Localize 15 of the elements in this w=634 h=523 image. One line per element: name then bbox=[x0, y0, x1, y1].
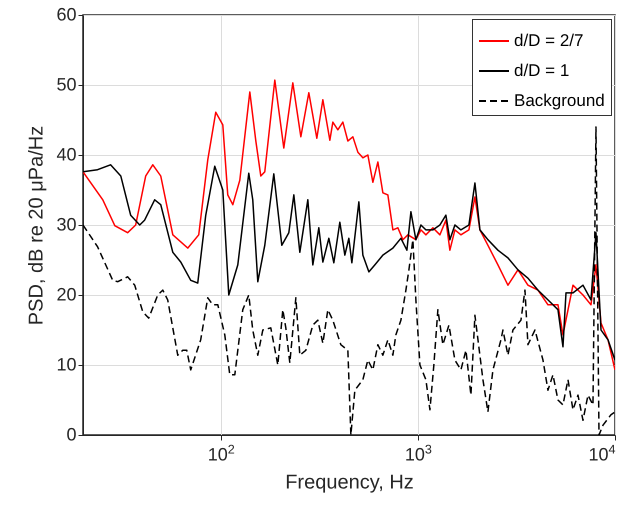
y-tick-label: 10 bbox=[56, 354, 76, 374]
x-tick-label: 10$^{3}$ bbox=[404, 442, 432, 464]
y-tick-label: 0 bbox=[66, 424, 76, 444]
x-axis-title: Frequency, Hz bbox=[285, 472, 414, 494]
y-tick-label: 40 bbox=[56, 144, 76, 164]
y-axis-title: PSD, dB re 20 μPa/Hz bbox=[25, 126, 48, 326]
x-tick-label: 10$^{2}$ bbox=[208, 442, 235, 464]
y-tick-label: 20 bbox=[56, 284, 76, 304]
legend-label: d/D = 2/7 bbox=[514, 31, 584, 50]
y-tick-label: 30 bbox=[56, 214, 76, 234]
y-tick-label: 50 bbox=[56, 74, 76, 94]
x-tick-label: 10$^{4}$ bbox=[588, 442, 616, 464]
y-tick-label: 60 bbox=[56, 4, 76, 24]
legend-label: Background bbox=[514, 91, 605, 110]
legend-label: d/D = 1 bbox=[514, 61, 570, 80]
